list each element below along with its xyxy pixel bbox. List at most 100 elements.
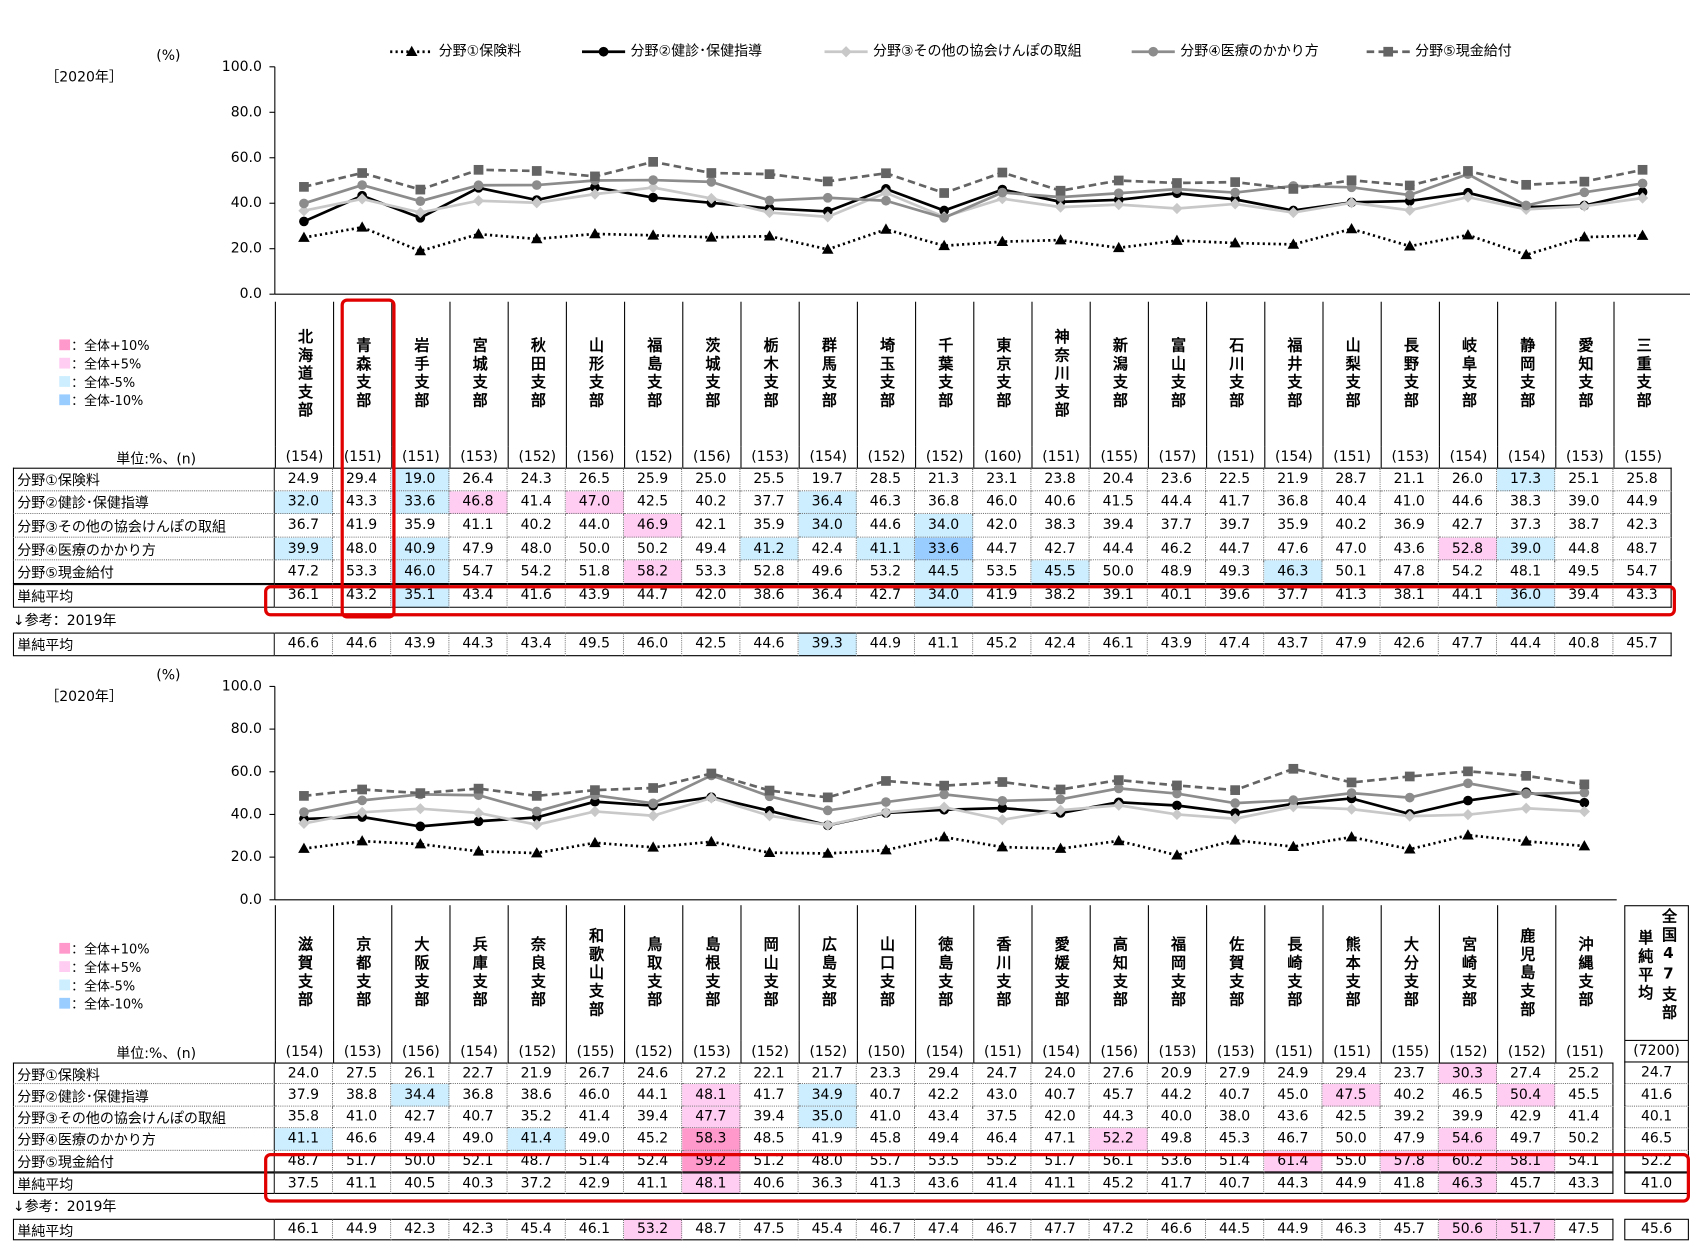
table-cell: 42.0 bbox=[1031, 1106, 1090, 1129]
table-cell: 54.7 bbox=[1613, 560, 1672, 585]
total-header: 全国47支部 単純平均 bbox=[1624, 905, 1689, 1041]
marker bbox=[706, 168, 717, 178]
table-cell: 47.4 bbox=[1206, 632, 1265, 657]
n-label: (151) bbox=[1031, 446, 1089, 468]
table-cell: 47.1 bbox=[1031, 1128, 1090, 1151]
table-cell: 41.2 bbox=[740, 537, 799, 561]
table-cell: 42.9 bbox=[565, 1172, 625, 1195]
marker bbox=[763, 810, 776, 822]
table-cell: 43.9 bbox=[565, 584, 625, 608]
n-label: (154) bbox=[449, 1040, 507, 1063]
y-tick-label: 40.0 bbox=[231, 806, 262, 822]
table-cell: 44.9 bbox=[1264, 1218, 1323, 1241]
marker bbox=[996, 814, 1008, 826]
table-cell: 38.3 bbox=[1497, 490, 1556, 515]
marker bbox=[996, 235, 1009, 246]
marker bbox=[1112, 834, 1125, 846]
highlight-label: ：全体+10% bbox=[71, 941, 150, 957]
table-cell: 44.4 bbox=[1089, 537, 1148, 561]
column-header: 奈良支部 bbox=[507, 905, 566, 1041]
marker bbox=[414, 206, 426, 219]
marker bbox=[1521, 200, 1532, 211]
marker bbox=[1579, 797, 1590, 808]
n-label: (154) bbox=[915, 1040, 973, 1063]
marker bbox=[590, 175, 600, 186]
marker bbox=[531, 180, 542, 190]
marker bbox=[647, 229, 659, 240]
table-cell: 21.1 bbox=[1380, 467, 1439, 491]
highlight-swatch bbox=[59, 376, 71, 387]
marker bbox=[1521, 788, 1532, 799]
marker bbox=[357, 190, 367, 201]
table-cell: 39.4 bbox=[1089, 514, 1148, 538]
marker bbox=[1171, 202, 1183, 215]
table-cell: 49.3 bbox=[1206, 560, 1265, 585]
marker bbox=[589, 227, 601, 239]
marker bbox=[764, 791, 775, 802]
table-cell: 52.8 bbox=[1438, 537, 1498, 561]
marker bbox=[1346, 788, 1357, 798]
marker bbox=[705, 792, 717, 804]
table-cell: 44.4 bbox=[1147, 490, 1207, 515]
table-cell: 44.6 bbox=[740, 632, 799, 657]
table-cell: 47.4 bbox=[915, 1218, 974, 1241]
marker bbox=[299, 814, 309, 824]
marker bbox=[299, 182, 309, 192]
y-tick-label: 0.0 bbox=[240, 892, 262, 908]
marker bbox=[1463, 766, 1473, 777]
table-cell: 43.4 bbox=[915, 1106, 974, 1129]
y-tick-label: 80.0 bbox=[231, 721, 262, 737]
marker bbox=[1462, 809, 1474, 821]
total-cell: 45.6 bbox=[1624, 1218, 1689, 1241]
table-cell: 20.4 bbox=[1089, 467, 1148, 491]
marker bbox=[1637, 164, 1648, 175]
table-cell: 20.9 bbox=[1147, 1062, 1207, 1085]
marker bbox=[1463, 795, 1473, 806]
table-cell: 49.5 bbox=[1555, 560, 1614, 585]
table-cell: 41.1 bbox=[856, 537, 916, 561]
marker bbox=[298, 817, 310, 830]
table-cell: 42.5 bbox=[682, 632, 741, 657]
table-cell: 44.0 bbox=[565, 514, 625, 538]
column-header: 山形支部 bbox=[565, 301, 624, 447]
table-cell: 47.7 bbox=[682, 1106, 741, 1129]
table-cell: 48.1 bbox=[1497, 560, 1556, 585]
table-cell: 41.9 bbox=[973, 584, 1032, 608]
table-cell: 36.7 bbox=[274, 514, 334, 538]
marker bbox=[472, 807, 485, 819]
table-cell: 42.7 bbox=[1438, 514, 1498, 538]
column-header: 埼玉支部 bbox=[856, 301, 915, 447]
column-header: 兵庫支部 bbox=[449, 905, 507, 1041]
table-cell: 26.1 bbox=[391, 1062, 450, 1085]
marker bbox=[1579, 200, 1590, 211]
table-cell: 36.0 bbox=[1497, 584, 1556, 608]
table-cell: 34.9 bbox=[798, 1084, 857, 1107]
n-label: (152) bbox=[1497, 1040, 1555, 1063]
marker bbox=[1113, 188, 1124, 199]
table-cell: 52.2 bbox=[1089, 1128, 1148, 1151]
marker bbox=[1055, 808, 1066, 818]
marker bbox=[764, 785, 775, 796]
chart-title: ［2020年］ bbox=[45, 689, 123, 705]
n-label: (152) bbox=[507, 446, 566, 468]
marker bbox=[1345, 831, 1358, 842]
legend-marker bbox=[405, 45, 418, 57]
table-cell: 39.0 bbox=[1555, 490, 1614, 515]
table-cell: 49.0 bbox=[565, 1128, 625, 1151]
marker bbox=[1113, 799, 1125, 811]
y-unit: (%) bbox=[156, 668, 180, 684]
y-tick-label: 80.0 bbox=[231, 104, 262, 120]
table-cell: 48.1 bbox=[682, 1084, 741, 1107]
row-label: 単純平均 bbox=[12, 1218, 275, 1241]
table-cell: 36.9 bbox=[1380, 514, 1439, 538]
table-cell: 41.1 bbox=[915, 632, 974, 657]
table-cell: 41.0 bbox=[1380, 490, 1439, 515]
column-header: 宮崎支部 bbox=[1438, 905, 1497, 1041]
table-cell: 40.2 bbox=[1322, 514, 1381, 538]
table-cell: 42.3 bbox=[391, 1218, 450, 1241]
n-label: (153) bbox=[1147, 1040, 1206, 1063]
marker bbox=[414, 245, 427, 256]
table-cell: 44.7 bbox=[1206, 537, 1265, 561]
marker bbox=[299, 791, 309, 801]
series-line bbox=[303, 790, 1585, 828]
